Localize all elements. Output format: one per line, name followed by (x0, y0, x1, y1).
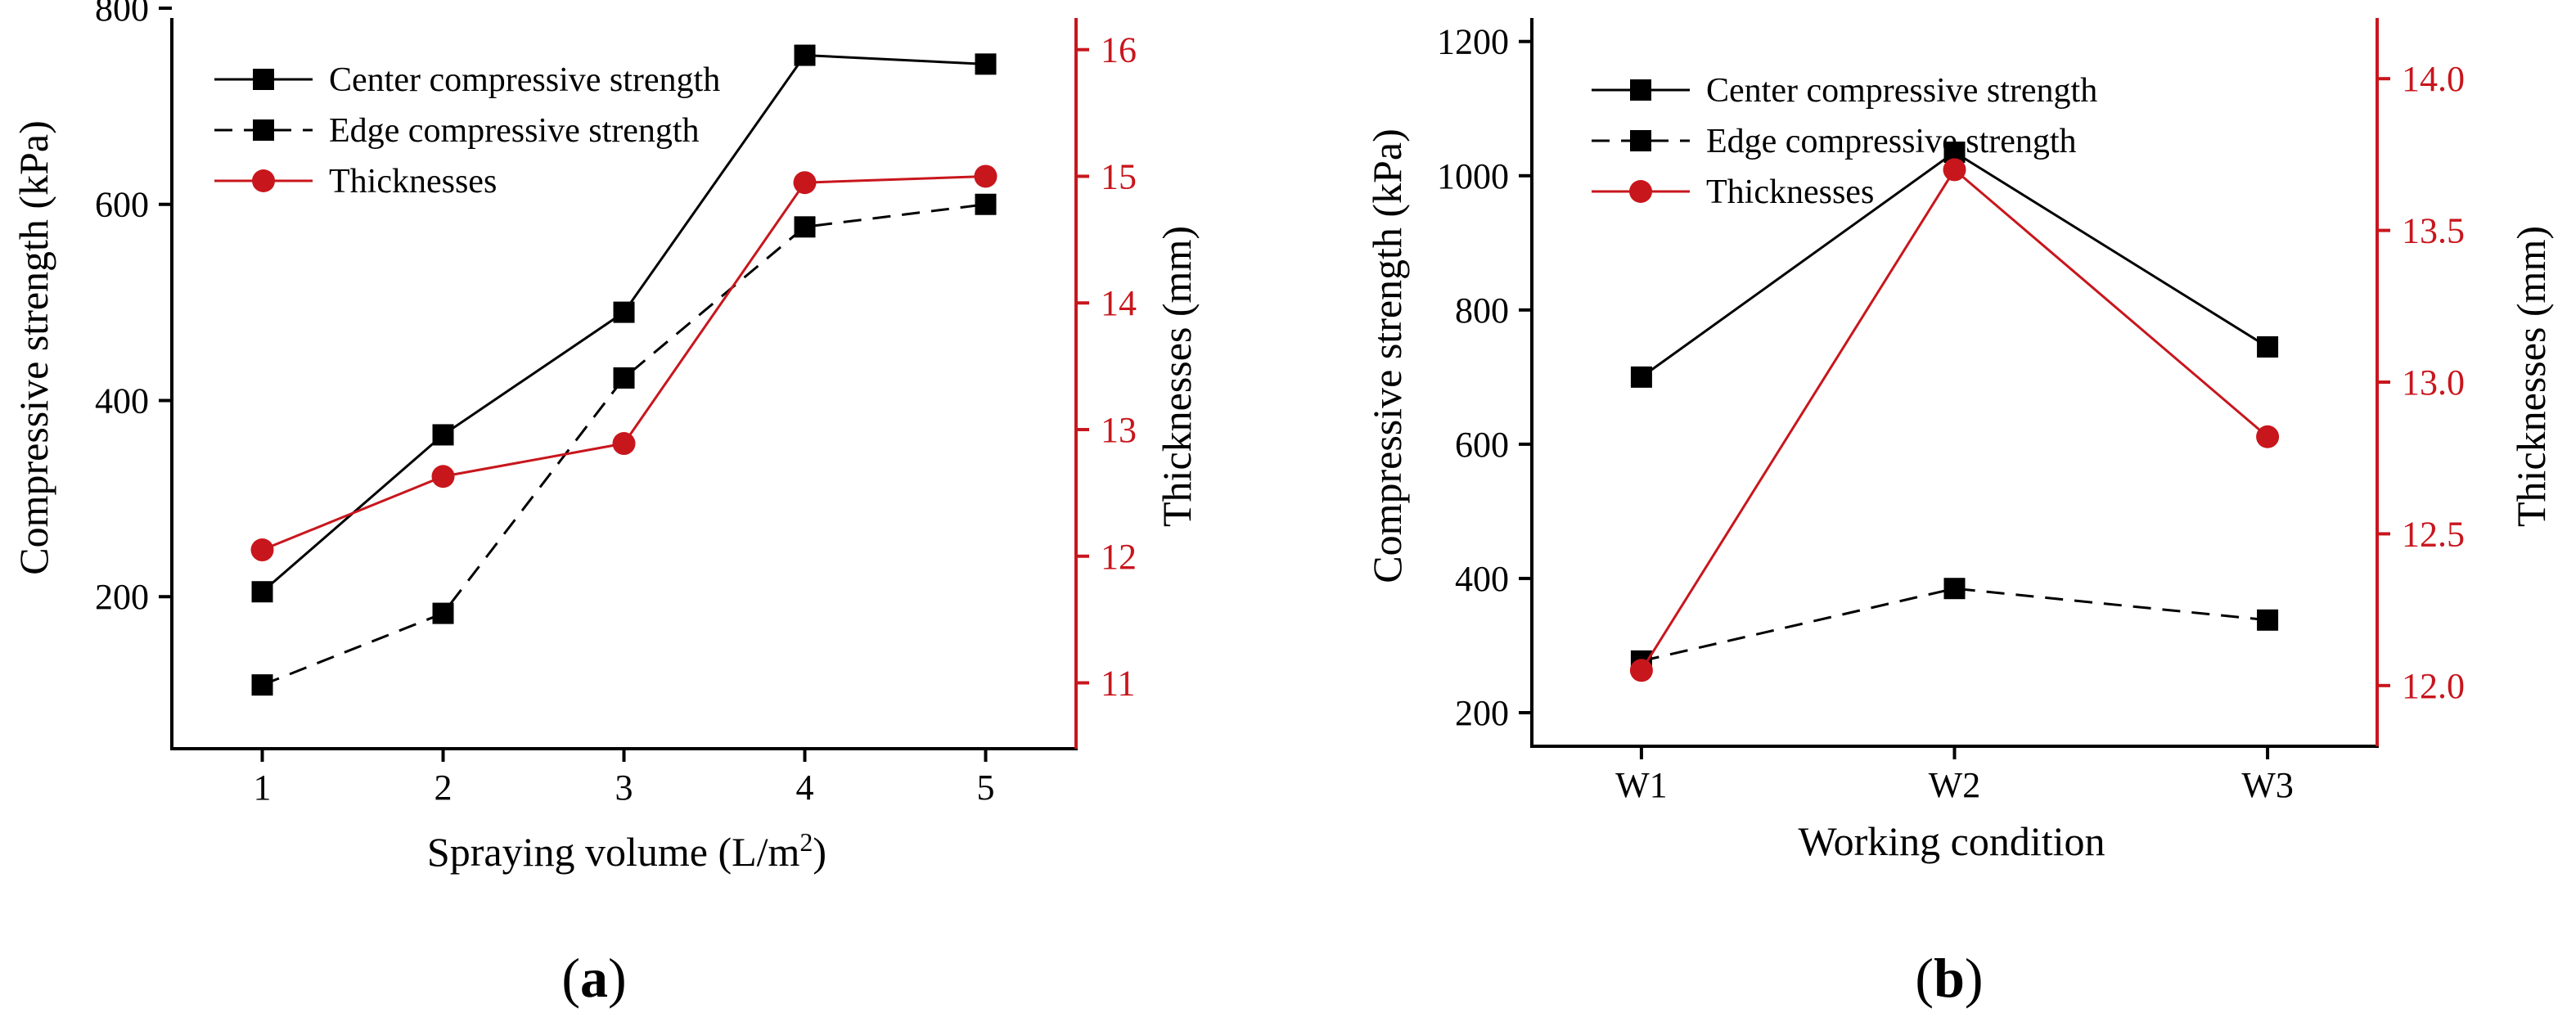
data-point-edge-compressive-strengthb (2257, 609, 2279, 631)
data-point-thicknessesb (1629, 659, 1653, 682)
y-tick-label-right-b: 13.0 (2402, 362, 2465, 403)
data-point-edge-compressive-strengtha (432, 602, 454, 624)
data-point-edge-compressive-strengtha (975, 193, 997, 215)
x-tick-label-a: 1 (254, 768, 272, 808)
legend-marker-edge-compressive-strengtha (253, 119, 274, 141)
y-tick-label-right-a: 11 (1101, 664, 1135, 704)
y2label-a: Thicknesses (mm) (1154, 226, 1200, 527)
x-tick-label-a: 4 (796, 768, 814, 808)
xlabel-a: Spraying volume (L/m2) (427, 827, 826, 875)
y-tick-label-right-b: 12.5 (2402, 514, 2465, 554)
x-tick-label-a: 2 (435, 768, 453, 808)
data-point-thicknessesb (2256, 425, 2280, 448)
data-point-center-compressive-strengtha (432, 424, 454, 446)
legend-label-thicknessesb: Thicknesses (1706, 173, 1874, 211)
y-tick-label-left-b: 800 (1455, 290, 1509, 331)
data-point-center-compressive-strengthb (1630, 366, 1652, 388)
y-tick-label-right-a: 15 (1101, 156, 1137, 196)
y-tick-label-left-b: 400 (1455, 559, 1509, 599)
y-tick-label-right-a: 14 (1101, 283, 1137, 323)
y-tick-label-left-a: 400 (95, 380, 149, 421)
data-point-center-compressive-strengtha (613, 301, 635, 323)
series-line-thicknessesa (261, 174, 986, 552)
y-tick-label-right-a: 12 (1101, 537, 1137, 577)
legend-marker-thicknessesa (252, 169, 275, 192)
y-tick-label-right-a: 16 (1101, 30, 1137, 70)
x-tick-label-b: W1 (1615, 765, 1668, 805)
data-point-thicknessesa (974, 164, 998, 188)
data-point-center-compressive-strengthb (2257, 335, 2279, 358)
y-tick-label-right-a: 13 (1101, 410, 1137, 450)
data-point-edge-compressive-strengthb (1943, 578, 1966, 600)
data-point-center-compressive-strengtha (251, 581, 273, 603)
x-tick-label-b: W2 (1929, 765, 1981, 805)
ylabel-b: Compressive strength (kPa) (1364, 128, 1410, 583)
y-tick-label-left-a: 200 (95, 577, 149, 617)
legend-label-edge-compressive-strengthb: Edge compressive strength (1706, 123, 2077, 160)
legend-label-center-compressive-strengthb: Center compressive strength (1706, 72, 2097, 110)
legend-marker-center-compressive-strengthb (1630, 79, 1651, 101)
y-tick-label-left-b: 200 (1455, 693, 1509, 733)
panel-label-a: (a) (561, 947, 626, 1009)
legend-marker-center-compressive-strengtha (253, 69, 274, 90)
data-point-thicknessesa (250, 538, 274, 562)
legend-label-center-compressive-strengtha: Center compressive strength (329, 61, 720, 99)
data-point-center-compressive-strengtha (794, 44, 816, 66)
legend-label-thicknessesa: Thicknesses (329, 163, 497, 200)
data-point-thicknessesa (612, 432, 636, 456)
legend-marker-thicknessesb (1629, 180, 1652, 203)
data-point-edge-compressive-strengtha (613, 367, 635, 389)
x-tick-label-b: W3 (2241, 765, 2294, 805)
y-tick-label-left-b: 1200 (1437, 22, 1509, 62)
y-tick-label-right-b: 14.0 (2402, 59, 2465, 99)
y-tick-label-left-b: 600 (1455, 425, 1509, 465)
xlabel-b: Working condition (1798, 818, 2105, 864)
x-tick-label-a: 5 (977, 768, 995, 808)
y-tick-label-left-a: 800 (95, 0, 149, 29)
y-tick-label-right-b: 12.0 (2402, 666, 2465, 706)
data-point-thicknessesa (431, 465, 455, 488)
legend-label-edge-compressive-strengtha: Edge compressive strength (329, 112, 700, 150)
data-point-thicknessesa (793, 171, 817, 195)
x-tick-label-a: 3 (615, 768, 633, 808)
y-tick-label-left-b: 1000 (1437, 156, 1509, 196)
chart-panel-b: W1 W2 W3 200 400 600 800 1000 1200 12.0 12.5 13.0 13… (1437, 18, 2465, 805)
series-line-edge-compressive-strengtha (261, 203, 986, 687)
data-point-center-compressive-strengtha (975, 53, 997, 75)
legend-marker-edge-compressive-strengthb (1630, 130, 1651, 151)
y-tick-label-right-b: 13.5 (2402, 211, 2465, 251)
series-line-edge-compressive-strengthb (1641, 587, 2268, 663)
data-point-edge-compressive-strengtha (794, 216, 816, 238)
y-tick-label-left-a: 600 (95, 185, 149, 225)
ylabel-a: Compressive strength (kPa) (11, 120, 56, 574)
data-point-thicknessesb (1943, 158, 1966, 182)
panel-label-b: (b) (1915, 947, 1983, 1009)
y2label-b: Thicknesses (mm) (2508, 226, 2554, 527)
data-point-edge-compressive-strengtha (251, 674, 273, 696)
